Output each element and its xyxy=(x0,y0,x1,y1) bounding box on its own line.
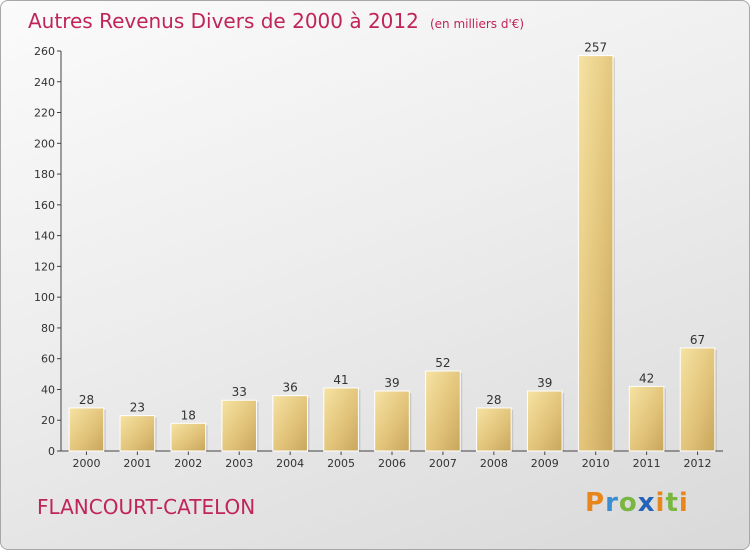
bar-value-label: 52 xyxy=(435,356,450,370)
y-tick-label: 260 xyxy=(34,45,55,58)
x-tick-label: 2004 xyxy=(276,457,304,470)
logo-letter: r xyxy=(605,488,619,518)
bar xyxy=(476,407,512,452)
x-tick-label: 2003 xyxy=(225,457,253,470)
y-tick-label: 240 xyxy=(34,76,55,89)
bar-value-label: 42 xyxy=(639,371,654,385)
bar xyxy=(628,385,665,452)
bar-value-label: 39 xyxy=(384,376,399,390)
x-tick-label: 2005 xyxy=(327,457,355,470)
y-tick-label: 80 xyxy=(41,322,55,335)
bar-value-label: 67 xyxy=(690,333,705,347)
x-tick-label: 2002 xyxy=(174,457,202,470)
bar-value-label: 28 xyxy=(486,393,501,407)
x-tick-label: 2012 xyxy=(684,457,712,470)
bar-value-label: 18 xyxy=(181,408,196,422)
bar xyxy=(272,395,308,452)
x-tick-label: 2000 xyxy=(72,457,100,470)
bar-value-label: 36 xyxy=(283,381,298,395)
logo-letter: t xyxy=(665,488,679,518)
y-tick-label: 220 xyxy=(34,107,55,120)
y-tick-label: 140 xyxy=(34,230,55,243)
bar-value-label: 28 xyxy=(79,393,94,407)
logo-letter: i xyxy=(678,488,689,518)
y-tick-label: 20 xyxy=(41,414,55,427)
y-tick-label: 40 xyxy=(41,383,55,396)
bar-value-label: 33 xyxy=(232,385,247,399)
y-tick-label: 180 xyxy=(34,168,55,181)
bar xyxy=(526,390,563,452)
logo-letter: o xyxy=(618,488,638,518)
bar xyxy=(221,399,258,452)
x-tick-label: 2011 xyxy=(633,457,661,470)
bar xyxy=(374,390,410,452)
title-row: Autres Revenus Divers de 2000 à 2012 (en… xyxy=(28,9,524,33)
chart-unit: (en milliers d'€) xyxy=(429,17,525,31)
y-tick-label: 100 xyxy=(34,291,55,304)
x-tick-label: 2009 xyxy=(531,457,559,470)
y-tick-label: 160 xyxy=(34,199,55,212)
bar-value-label: 39 xyxy=(537,376,552,390)
x-axis: 2000 2001 2002 2003 2004 2005 2006 2007 2008 2009… xyxy=(61,450,723,470)
bar xyxy=(68,407,105,452)
chart-title: Autres Revenus Divers de 2000 à 2012 xyxy=(28,9,419,33)
y-tick-label: 60 xyxy=(41,353,55,366)
x-tick-label: 2001 xyxy=(123,457,151,470)
x-tick-label: 2008 xyxy=(480,457,508,470)
bar xyxy=(679,347,716,452)
commune-name: FLANCOURT-CATELON xyxy=(37,495,256,519)
bars: 28 23 18 33 36 41 39 52 28 39 257 42 67 xyxy=(68,41,717,452)
y-tick-label: 200 xyxy=(34,137,55,150)
logo-letter: P xyxy=(585,488,606,518)
y-axis: 0 20 40 60 80 100 120 140 160 180 200 220 240 260 xyxy=(34,45,62,458)
bar-value-label: 257 xyxy=(584,41,607,55)
bar xyxy=(323,387,359,452)
bar xyxy=(425,370,461,452)
bar-value-label: 41 xyxy=(333,373,348,387)
y-tick-label: 120 xyxy=(34,260,55,273)
x-tick-label: 2006 xyxy=(378,457,406,470)
logo-letter: i xyxy=(655,488,666,518)
x-tick-label: 2010 xyxy=(582,457,610,470)
logo-letter: x xyxy=(637,488,656,518)
y-tick-label: 0 xyxy=(48,445,55,458)
bar-value-label: 23 xyxy=(130,401,145,415)
x-tick-label: 2007 xyxy=(429,457,457,470)
bar xyxy=(119,415,156,452)
bar xyxy=(170,422,207,452)
bar xyxy=(577,55,614,452)
proxiti-logo: Proxiti xyxy=(585,488,689,518)
